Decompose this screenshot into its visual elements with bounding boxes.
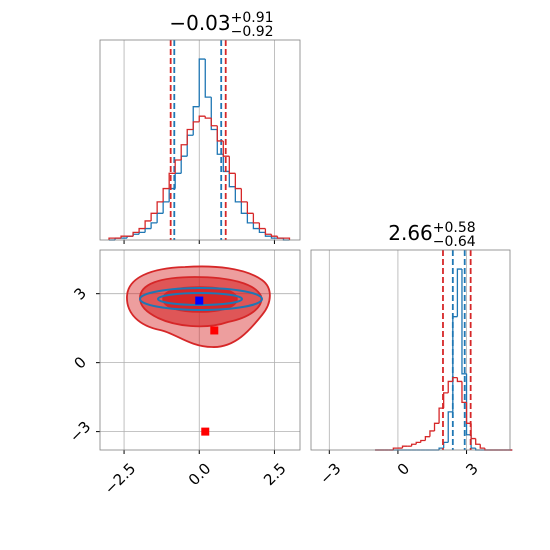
hist-step bbox=[120, 235, 128, 239]
axes-frame bbox=[310, 249, 511, 451]
title-sub: −0.64 bbox=[433, 234, 476, 250]
hist-step bbox=[162, 187, 170, 202]
hist-step bbox=[144, 227, 152, 233]
hist-step bbox=[264, 228, 272, 235]
hist-step bbox=[132, 233, 140, 237]
x-tick-label: −2.5 bbox=[101, 460, 139, 498]
hist-step bbox=[258, 222, 266, 230]
hist-step bbox=[198, 58, 206, 107]
hist-step bbox=[204, 59, 212, 98]
hist-step bbox=[222, 154, 230, 173]
hist-step bbox=[447, 380, 453, 393]
hist-step bbox=[216, 125, 224, 142]
title-sup: +0.58 bbox=[433, 220, 476, 236]
hist-step bbox=[461, 381, 467, 404]
hist-step bbox=[443, 441, 449, 449]
hist-step bbox=[108, 237, 116, 240]
hist-step bbox=[234, 186, 242, 203]
hist-step bbox=[401, 445, 408, 449]
hist-step bbox=[180, 144, 188, 160]
y-tick-label: 3 bbox=[70, 284, 89, 303]
title-sup: +0.91 bbox=[231, 10, 274, 26]
contour-blue-inner bbox=[157, 292, 243, 306]
contours bbox=[126, 265, 271, 348]
x-tick-label: 0.0 bbox=[185, 460, 215, 490]
x-tick-label: 0 bbox=[394, 460, 413, 479]
hist-step bbox=[424, 436, 430, 441]
axes-frame bbox=[99, 249, 301, 451]
hist-step bbox=[479, 444, 485, 449]
hist-step bbox=[456, 268, 462, 317]
hist-step bbox=[216, 129, 224, 155]
marker bbox=[210, 326, 219, 335]
hist-step bbox=[138, 231, 146, 235]
hist-step bbox=[420, 439, 426, 443]
hist-step bbox=[186, 128, 194, 145]
hist-step bbox=[138, 227, 146, 233]
hist-step bbox=[156, 212, 164, 223]
hist-step bbox=[210, 118, 218, 127]
hist-step bbox=[150, 212, 158, 221]
hist-step bbox=[180, 155, 188, 174]
hist-step bbox=[452, 376, 458, 382]
marker bbox=[201, 427, 210, 436]
hist-step bbox=[240, 188, 248, 203]
hist-step bbox=[252, 222, 260, 230]
hist-step bbox=[234, 173, 242, 190]
hist-step bbox=[392, 447, 398, 450]
hist-step bbox=[150, 222, 158, 229]
hist-step bbox=[228, 171, 236, 188]
hist-step bbox=[461, 269, 467, 375]
title-sub: −0.92 bbox=[231, 24, 274, 40]
hist-step bbox=[456, 377, 462, 383]
x-tick-label: 3 bbox=[462, 460, 481, 479]
hist-step bbox=[192, 106, 200, 136]
hist-step bbox=[162, 201, 170, 214]
hist-step bbox=[447, 411, 453, 443]
hist-step bbox=[174, 172, 182, 189]
hist-step bbox=[198, 115, 206, 122]
hist-step bbox=[283, 237, 291, 240]
hist-step bbox=[410, 443, 417, 447]
hist-step bbox=[270, 234, 278, 237]
hist-step bbox=[144, 220, 152, 229]
axes-frame bbox=[99, 39, 301, 241]
hist-step bbox=[228, 156, 236, 174]
hist-step bbox=[276, 236, 284, 239]
hist-step bbox=[465, 402, 472, 424]
x-tick-label: 2.5 bbox=[260, 460, 290, 490]
hist-step bbox=[258, 228, 266, 234]
hist-step bbox=[192, 121, 200, 130]
hist-step bbox=[475, 438, 481, 445]
hist-step bbox=[204, 116, 212, 119]
y-tick-label: 0 bbox=[70, 353, 89, 372]
hist-step bbox=[186, 134, 194, 157]
hist-step bbox=[443, 392, 449, 409]
hist-step bbox=[156, 201, 164, 214]
hist-step bbox=[210, 97, 218, 131]
hist-step bbox=[132, 231, 140, 237]
hist-step bbox=[246, 201, 254, 214]
hist-step bbox=[252, 213, 260, 224]
marker bbox=[195, 296, 204, 305]
title-value: 2.66 bbox=[388, 221, 433, 245]
hist-step bbox=[222, 140, 230, 157]
hist-step bbox=[168, 172, 176, 189]
hist-step bbox=[470, 423, 476, 440]
hist-step bbox=[433, 422, 440, 431]
contour-blue-outer bbox=[139, 287, 263, 311]
hist-step bbox=[246, 213, 254, 224]
hist-step bbox=[465, 373, 472, 436]
hist-step bbox=[470, 434, 476, 449]
hist-step bbox=[240, 201, 248, 214]
hist-step bbox=[415, 441, 421, 445]
hist-step bbox=[174, 159, 182, 174]
panel-title: −0.03+0.91 −0.92 bbox=[169, 10, 273, 40]
panel-title: 2.66+0.58 −0.64 bbox=[388, 220, 476, 250]
title-value: −0.03 bbox=[169, 11, 230, 35]
y-tick-label: −3 bbox=[66, 418, 94, 446]
x-tick-label: −3 bbox=[316, 460, 344, 488]
hist-step bbox=[429, 430, 435, 437]
